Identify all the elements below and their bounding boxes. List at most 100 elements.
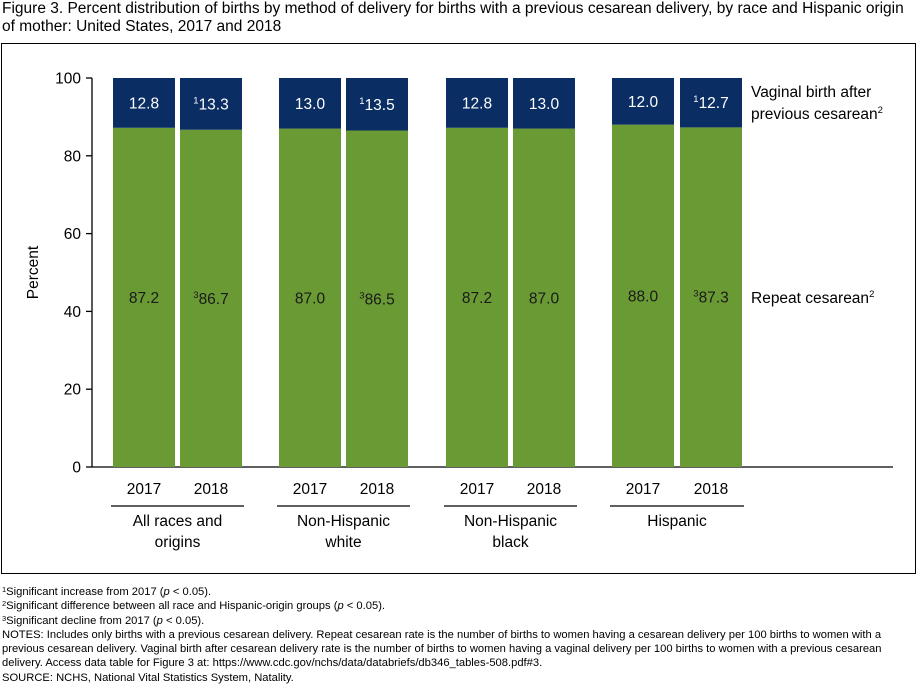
x-category-label: 2018 xyxy=(694,481,728,498)
bar-repeat-cesarean xyxy=(513,128,575,467)
x-category-label: 2018 xyxy=(360,481,394,498)
footnote: 2Significant difference between all race… xyxy=(2,599,914,613)
legend-text: previous cesarean xyxy=(751,106,878,123)
y-tick-label: 40 xyxy=(64,304,82,321)
value-text: 13.3 xyxy=(199,96,229,113)
x-category-label: 2017 xyxy=(460,481,494,498)
x-group-label: Non-Hispanic xyxy=(464,513,557,530)
bar-vaginal-birth-after-cesarean xyxy=(680,78,742,128)
bar-repeat-cesarean xyxy=(346,130,408,467)
y-tick-label: 80 xyxy=(64,148,82,165)
x-group-label: white xyxy=(324,534,361,551)
footnote-marker: 2 xyxy=(869,289,874,300)
bar-vaginal-birth-after-cesarean xyxy=(113,78,175,128)
x-group-label: Non-Hispanic xyxy=(297,513,390,530)
value-text: 13.5 xyxy=(365,97,395,114)
vbac-value-label: 13.0 xyxy=(295,96,326,113)
footnote-number: 3 xyxy=(2,613,7,623)
bar-repeat-cesarean xyxy=(113,127,175,468)
footnote-italic: p xyxy=(337,600,344,613)
footnote-marker: 1 xyxy=(193,95,198,106)
repeat-value-label: 87.0 xyxy=(295,290,326,307)
y-axis-title: Percent xyxy=(25,245,42,299)
footnote-marker: 1 xyxy=(693,94,698,105)
legend-repeat-cesarean: Repeat cesarean2 xyxy=(751,289,874,307)
footnote-italic: p xyxy=(163,586,170,598)
vbac-value-label: 12.8 xyxy=(462,95,492,112)
repeat-value-label: 386.7 xyxy=(193,290,228,308)
repeat-value-label: 87.2 xyxy=(129,290,159,307)
bar-vaginal-birth-after-cesarean xyxy=(446,78,508,128)
footnote-marker: 3 xyxy=(193,290,198,301)
x-category-label: 2018 xyxy=(527,481,561,498)
x-category-label: 2017 xyxy=(626,481,660,498)
footnote-list: 1Significant increase from 2017 (p < 0.0… xyxy=(2,585,914,628)
footnote-text: Significant increase from 2017 ( xyxy=(6,586,164,598)
bar-repeat-cesarean xyxy=(279,128,341,467)
footnote: 3Significant decline from 2017 (p < 0.05… xyxy=(2,614,914,628)
vbac-value-label: 113.5 xyxy=(359,96,394,114)
y-tick-label: 60 xyxy=(64,226,82,243)
footnote-marker: 3 xyxy=(693,289,698,300)
footnote-text: < 0.05). xyxy=(162,614,205,627)
legend-text: Repeat cesarean xyxy=(751,290,869,307)
vbac-value-label: 12.8 xyxy=(129,95,159,112)
footnote-text: Significant decline from 2017 ( xyxy=(6,614,157,627)
x-category-label: 2017 xyxy=(127,481,161,498)
y-tick-label: 0 xyxy=(72,460,81,477)
x-group-label: origins xyxy=(155,534,201,551)
bar-vaginal-birth-after-cesarean xyxy=(180,78,242,130)
vbac-value-label: 13.0 xyxy=(529,96,560,113)
footnote-marker: 1 xyxy=(359,96,364,107)
footnotes: 1Significant increase from 2017 (p < 0.0… xyxy=(2,585,914,685)
bar-repeat-cesarean xyxy=(446,127,508,468)
x-group-label: black xyxy=(492,534,528,551)
x-group-label: All races and xyxy=(133,513,223,530)
bar-repeat-cesarean xyxy=(180,129,242,467)
legend-vbac-line: Vaginal birth after xyxy=(751,84,871,101)
source-text: SOURCE: NCHS, National Vital Statistics … xyxy=(2,671,294,684)
legend-vbac-line: previous cesarean2 xyxy=(751,105,883,123)
repeat-value-label: 87.0 xyxy=(529,290,560,307)
x-category-label: 2017 xyxy=(293,481,327,498)
value-text: 12.7 xyxy=(699,95,729,112)
value-text: 86.7 xyxy=(199,291,229,308)
bar-repeat-cesarean xyxy=(680,127,742,467)
bar-vaginal-birth-after-cesarean xyxy=(346,78,408,131)
vbac-value-label: 113.3 xyxy=(193,95,228,113)
x-axis-labels: 2017 2018 All races and origins 2017 2018 Non-… xyxy=(111,481,744,551)
footnote-text: Significant difference between all race … xyxy=(6,600,338,613)
bar-repeat-cesarean xyxy=(612,124,674,468)
notes-text: NOTES: Includes only births with a previ… xyxy=(2,628,882,670)
chart-frame xyxy=(1,43,916,574)
footnote-text: < 0.05). xyxy=(169,586,212,598)
footnote-number: 1 xyxy=(2,585,7,594)
y-tick-label: 20 xyxy=(64,382,82,399)
repeat-value-label: 88.0 xyxy=(628,288,659,305)
repeat-value-label: 387.3 xyxy=(693,289,728,307)
bars xyxy=(113,78,742,468)
vbac-value-label: 112.7 xyxy=(693,94,728,112)
bar-vaginal-birth-after-cesarean xyxy=(279,78,341,129)
footnote-text: < 0.05). xyxy=(343,600,386,613)
bar-vaginal-birth-after-cesarean xyxy=(612,78,674,125)
x-category-label: 2018 xyxy=(194,481,228,498)
bar-vaginal-birth-after-cesarean xyxy=(513,78,575,129)
value-text: 87.3 xyxy=(699,290,729,307)
figure-title: Figure 3. Percent distribution of births… xyxy=(2,0,904,35)
footnote-number: 2 xyxy=(2,599,7,609)
repeat-value-label: 87.2 xyxy=(462,290,492,307)
y-tick-label: 100 xyxy=(55,71,81,88)
value-text: 86.5 xyxy=(365,291,395,308)
footnote-italic: p xyxy=(156,614,163,627)
x-group-label: Hispanic xyxy=(647,513,707,530)
footnote-marker: 3 xyxy=(359,290,364,301)
legend-text: Vaginal birth after xyxy=(751,84,871,101)
vbac-value-label: 12.0 xyxy=(628,94,659,111)
repeat-value-label: 386.5 xyxy=(359,290,394,308)
axes: 0 20 40 60 80 100 Percent xyxy=(25,71,893,477)
footnote: 1Significant increase from 2017 (p < 0.0… xyxy=(2,585,914,599)
value-labels: 12.887.2113.3386.713.087.0113.5386.512.8… xyxy=(129,94,729,308)
